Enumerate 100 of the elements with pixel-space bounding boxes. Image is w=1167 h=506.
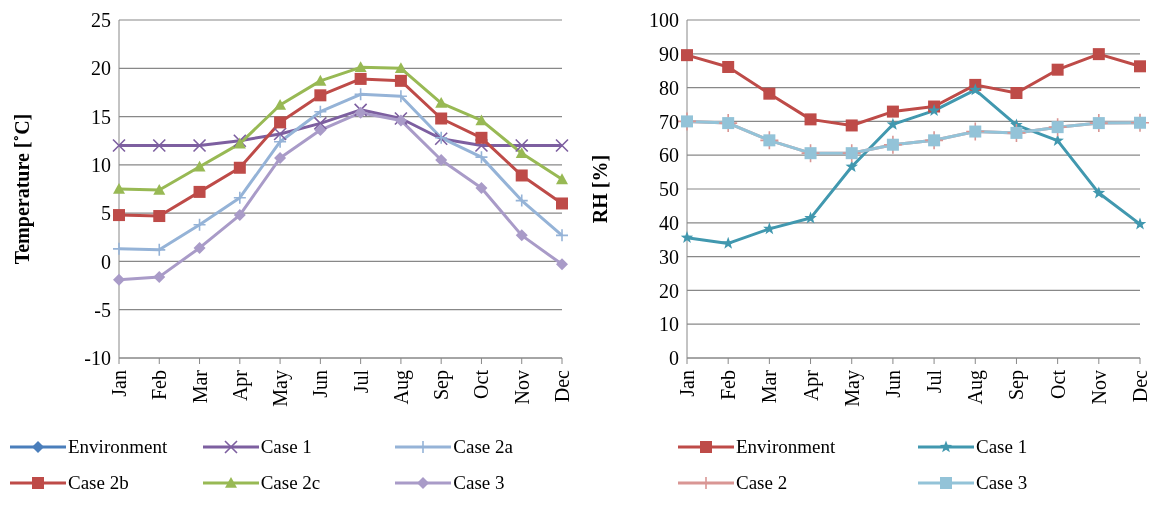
point — [313, 104, 328, 119]
point — [515, 229, 528, 242]
x-tick-label: Feb — [717, 370, 740, 400]
y-tick-label: 25 — [91, 9, 111, 32]
point — [804, 113, 817, 126]
x-tick-label: Oct — [470, 369, 493, 399]
point — [233, 133, 247, 148]
y-tick-label: 40 — [659, 211, 679, 234]
point — [113, 273, 125, 286]
x-tick-label: Nov — [510, 370, 533, 405]
point — [475, 131, 488, 144]
x-tick-label: Jan — [676, 370, 698, 397]
point — [722, 60, 735, 73]
x-tick-label: Jun — [309, 370, 332, 398]
point — [681, 49, 693, 62]
point — [233, 137, 246, 149]
point — [113, 183, 125, 194]
point — [192, 138, 207, 153]
legend-label: Case 2c — [260, 472, 321, 494]
point — [555, 228, 569, 243]
legend-label: Case 2a — [453, 436, 513, 458]
y-tick-label: 10 — [91, 153, 111, 176]
x-tick-label: Sep — [1005, 370, 1029, 400]
x-tick-label: Mar — [188, 369, 211, 404]
x-tick-label: Oct — [1046, 369, 1069, 399]
y-tick-label: 90 — [659, 42, 679, 65]
point — [475, 182, 488, 195]
point — [193, 185, 206, 198]
point — [233, 209, 246, 222]
y-axis-title: RH [%] — [589, 154, 612, 224]
legend-label: Case 3 — [976, 472, 1028, 494]
point — [314, 124, 327, 137]
y-tick-label: 60 — [659, 144, 679, 167]
point — [804, 211, 817, 224]
x-tick-label: Apr — [228, 369, 252, 402]
point — [152, 138, 167, 153]
point — [556, 197, 568, 210]
y-tick-label: 50 — [659, 178, 679, 201]
point — [1051, 63, 1064, 76]
x-tick-label: Feb — [148, 370, 171, 400]
point — [680, 231, 694, 244]
legend-label: Case 3 — [453, 472, 505, 494]
point — [274, 116, 287, 129]
point — [193, 241, 206, 254]
point — [354, 61, 367, 73]
y-tick-label: 0 — [101, 250, 111, 273]
point — [273, 134, 287, 149]
point — [314, 89, 327, 102]
point — [1092, 48, 1105, 61]
y-tick-label: 20 — [91, 57, 111, 80]
x-tick-label: Jul — [923, 369, 946, 394]
point — [153, 183, 166, 195]
point — [845, 119, 858, 132]
x-tick-label: May — [269, 370, 293, 407]
legend-label: Case 1 — [260, 436, 312, 458]
point — [845, 160, 858, 173]
x-tick-label: Jul — [349, 369, 372, 394]
x-tick-label: Apr — [799, 369, 823, 402]
point — [394, 62, 407, 74]
point — [435, 112, 448, 125]
point — [1092, 186, 1106, 199]
point — [721, 236, 735, 249]
legend-label: Case 1 — [976, 436, 1028, 458]
point — [514, 193, 529, 208]
legend-label: Environment — [68, 436, 168, 458]
point — [515, 147, 528, 159]
point — [394, 74, 407, 87]
x-tick-label: Sep — [430, 370, 454, 400]
x-tick-label: May — [840, 370, 864, 407]
point — [153, 270, 166, 283]
x-tick-label: Jun — [881, 370, 904, 398]
x-tick-label: Dec — [1129, 369, 1151, 403]
x-tick-label: Jan — [108, 370, 130, 397]
y-tick-label: -5 — [94, 298, 111, 321]
point — [233, 161, 246, 174]
x-tick-label: Mar — [758, 369, 781, 404]
point — [274, 152, 287, 165]
point — [515, 169, 528, 182]
point — [435, 97, 448, 108]
point — [192, 217, 207, 232]
legend-label: Environment — [736, 436, 836, 458]
point — [1010, 87, 1023, 100]
x-tick-label: Nov — [1087, 370, 1110, 405]
y-axis-title: Temperature [˚C] — [11, 113, 35, 265]
y-tick-label: 10 — [659, 313, 679, 336]
y-tick-label: -10 — [84, 347, 111, 370]
point — [354, 72, 367, 85]
point — [314, 74, 327, 86]
point — [153, 210, 166, 223]
point — [313, 116, 328, 131]
y-tick-label: 30 — [659, 245, 679, 268]
point — [435, 154, 448, 167]
point — [1133, 217, 1147, 230]
point — [193, 160, 206, 172]
point — [556, 258, 568, 271]
point — [273, 127, 287, 141]
point — [886, 105, 899, 118]
x-tick-label: Aug — [389, 370, 413, 405]
point — [113, 209, 125, 222]
point — [474, 150, 489, 164]
